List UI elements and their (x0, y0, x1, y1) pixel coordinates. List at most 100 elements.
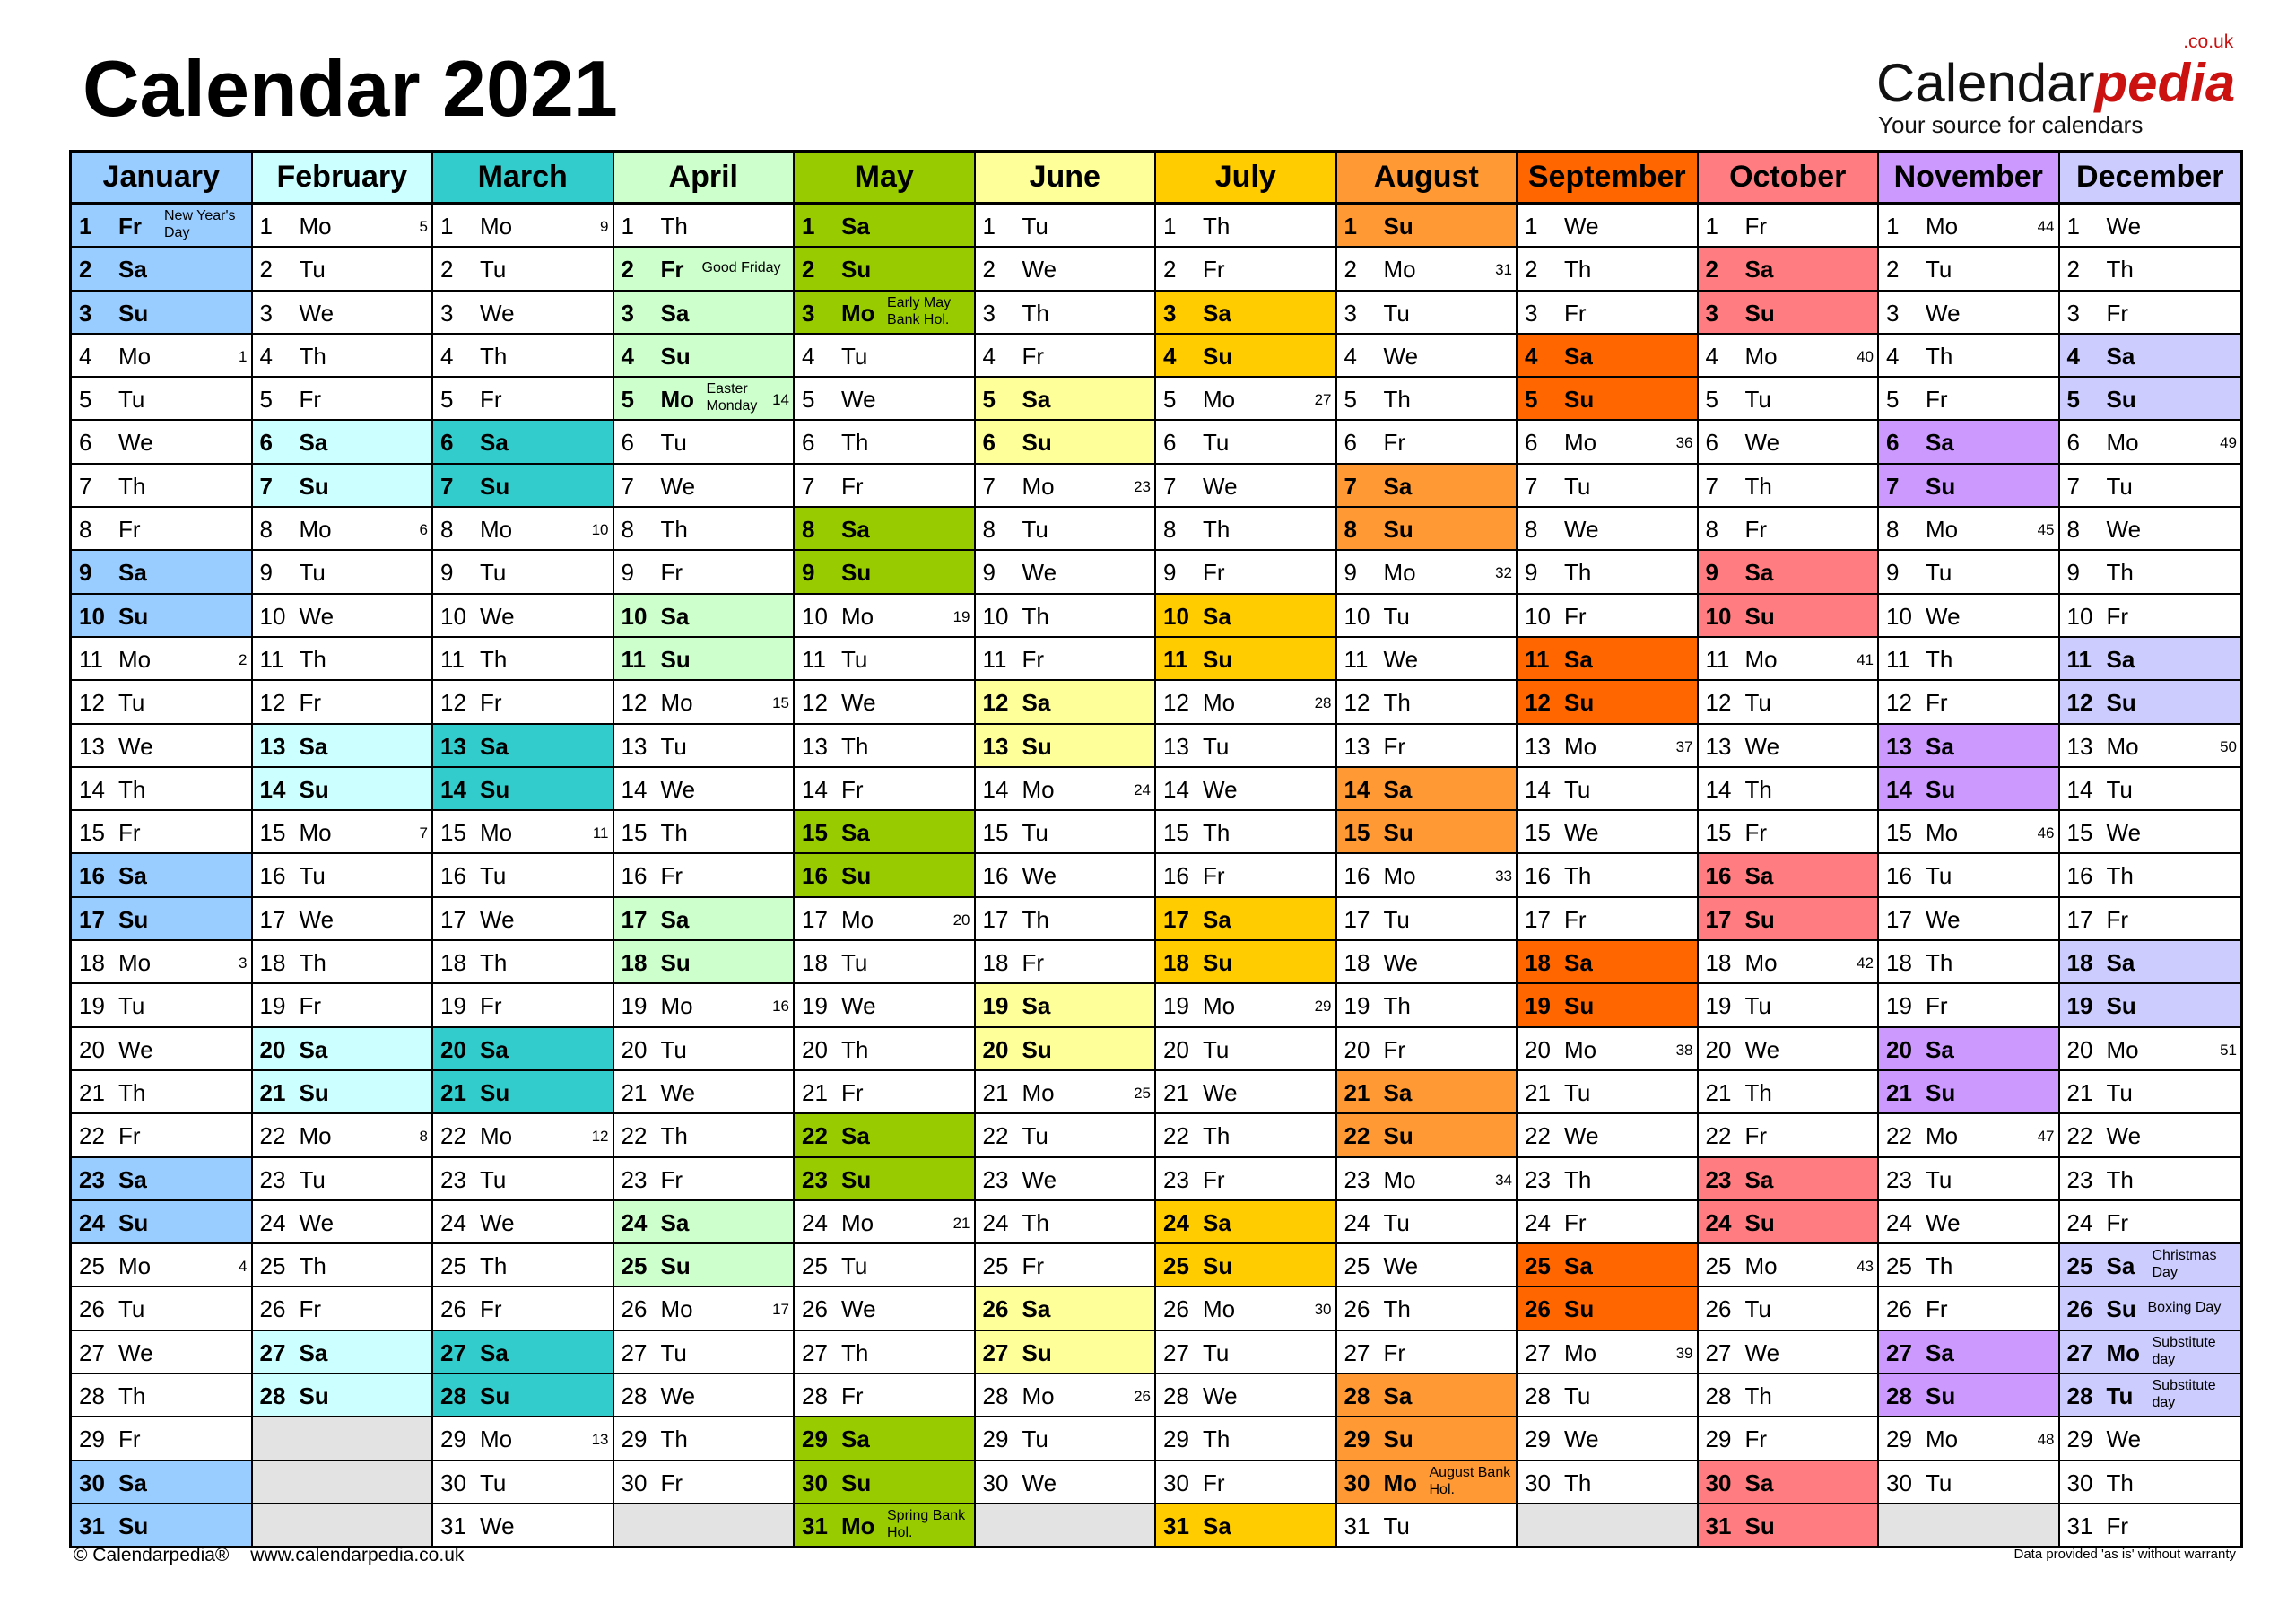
weekend-cell[interactable]: 8 Su (1336, 508, 1516, 552)
weekend-cell[interactable]: 21 Su (1879, 1070, 2058, 1115)
day-cell[interactable]: 9 Mo 32 (1336, 551, 1516, 595)
weekend-cell[interactable]: 14 Sa (1336, 767, 1516, 812)
day-cell[interactable]: 5 We (795, 378, 974, 422)
holiday-cell[interactable]: 25 Sa Christmas Day (2059, 1244, 2240, 1288)
day-cell[interactable]: 28 Fr (795, 1374, 974, 1418)
day-cell[interactable]: 26 Th (1336, 1287, 1516, 1331)
day-cell[interactable]: 28 Th (1698, 1374, 1877, 1418)
day-cell[interactable]: 11 Mo 2 (72, 637, 251, 682)
weekend-cell[interactable]: 2 Su (795, 248, 974, 292)
weekend-cell[interactable]: 4 Sa (1518, 334, 1697, 379)
day-cell[interactable]: 19 Mo 29 (1156, 984, 1335, 1028)
weekend-cell[interactable]: 10 Su (72, 594, 251, 638)
weekend-cell[interactable]: 29 Su (1336, 1417, 1516, 1461)
day-cell[interactable]: 24 Fr (2059, 1200, 2240, 1245)
day-cell[interactable]: 8 Fr (72, 508, 251, 552)
day-cell[interactable]: 13 Tu (613, 724, 793, 768)
day-cell[interactable]: 15 Mo 46 (1879, 811, 2058, 855)
weekend-cell[interactable]: 9 Sa (72, 551, 251, 595)
weekend-cell[interactable]: 10 Sa (613, 594, 793, 638)
day-cell[interactable]: 22 Mo 8 (252, 1114, 431, 1158)
day-cell[interactable]: 14 Th (1698, 767, 1877, 812)
weekend-cell[interactable]: 25 Sa (1518, 1244, 1697, 1288)
weekend-cell[interactable]: 25 Su (613, 1244, 793, 1288)
day-cell[interactable]: 7 Fr (795, 464, 974, 509)
day-cell[interactable]: 2 Tu (1879, 248, 2058, 292)
day-cell[interactable]: 18 Mo 42 (1698, 941, 1877, 985)
day-cell[interactable]: 18 Tu (795, 941, 974, 985)
day-cell[interactable]: 30 Tu (433, 1460, 613, 1504)
day-cell[interactable]: 16 Fr (1156, 854, 1335, 898)
day-cell[interactable]: 10 Fr (2059, 594, 2240, 638)
day-cell[interactable]: 20 We (1698, 1027, 1877, 1071)
day-cell[interactable]: 21 Mo 25 (975, 1070, 1154, 1115)
day-cell[interactable]: 6 Th (795, 421, 974, 465)
weekend-cell[interactable]: 15 Sa (795, 811, 974, 855)
day-cell[interactable]: 26 Mo 30 (1156, 1287, 1335, 1331)
day-cell[interactable]: 5 Th (1336, 378, 1516, 422)
day-cell[interactable]: 6 We (72, 421, 251, 465)
weekend-cell[interactable]: 28 Sa (1336, 1374, 1516, 1418)
day-cell[interactable]: 10 We (252, 594, 431, 638)
day-cell[interactable]: 12 Mo 15 (613, 681, 793, 725)
day-cell[interactable]: 19 We (795, 984, 974, 1028)
day-cell[interactable]: 11 Th (252, 637, 431, 682)
day-cell[interactable]: 30 We (975, 1460, 1154, 1504)
day-cell[interactable]: 6 Fr (1336, 421, 1516, 465)
day-cell[interactable]: 22 Th (613, 1114, 793, 1158)
day-cell[interactable]: 1 Mo 5 (252, 205, 431, 248)
day-cell[interactable]: 11 Mo 41 (1698, 637, 1877, 682)
day-cell[interactable]: 4 Fr (975, 334, 1154, 379)
weekend-cell[interactable]: 14 Su (252, 767, 431, 812)
day-cell[interactable]: 15 Fr (1698, 811, 1877, 855)
day-cell[interactable]: 13 Fr (1336, 724, 1516, 768)
day-cell[interactable]: 22 Fr (72, 1114, 251, 1158)
weekend-cell[interactable]: 20 Sa (252, 1027, 431, 1071)
day-cell[interactable]: 9 Tu (252, 551, 431, 595)
day-cell[interactable]: 8 We (2059, 508, 2240, 552)
weekend-cell[interactable]: 22 Sa (795, 1114, 974, 1158)
day-cell[interactable]: 9 Tu (1879, 551, 2058, 595)
weekend-cell[interactable]: 30 Sa (1698, 1460, 1877, 1504)
weekend-cell[interactable]: 3 Sa (1156, 291, 1335, 335)
weekend-cell[interactable]: 3 Su (1698, 291, 1877, 335)
day-cell[interactable]: 7 Th (1698, 464, 1877, 509)
day-cell[interactable]: 8 Th (1156, 508, 1335, 552)
day-cell[interactable]: 2 We (975, 248, 1154, 292)
weekend-cell[interactable]: 22 Su (1336, 1114, 1516, 1158)
weekend-cell[interactable]: 28 Su (252, 1374, 431, 1418)
day-cell[interactable]: 6 Tu (613, 421, 793, 465)
holiday-cell[interactable]: 27 Mo Substitute day (2059, 1330, 2240, 1375)
day-cell[interactable]: 7 Tu (2059, 464, 2240, 509)
weekend-cell[interactable]: 26 Su (1518, 1287, 1697, 1331)
day-cell[interactable]: 27 Fr (1336, 1330, 1516, 1375)
day-cell[interactable]: 31 Fr (2059, 1504, 2240, 1547)
day-cell[interactable]: 26 Fr (252, 1287, 431, 1331)
day-cell[interactable]: 2 Tu (433, 248, 613, 292)
day-cell[interactable]: 14 Th (72, 767, 251, 812)
day-cell[interactable]: 22 Fr (1698, 1114, 1877, 1158)
day-cell[interactable]: 15 Mo 7 (252, 811, 431, 855)
day-cell[interactable]: 17 Tu (1336, 897, 1516, 942)
day-cell[interactable]: 23 Tu (1879, 1157, 2058, 1201)
day-cell[interactable]: 19 Mo 16 (613, 984, 793, 1028)
day-cell[interactable]: 10 We (1879, 594, 2058, 638)
weekend-cell[interactable]: 23 Sa (1698, 1157, 1877, 1201)
day-cell[interactable]: 30 Th (1518, 1460, 1697, 1504)
day-cell[interactable]: 3 Th (975, 291, 1154, 335)
day-cell[interactable]: 27 Mo 39 (1518, 1330, 1697, 1375)
day-cell[interactable]: 23 Fr (1156, 1157, 1335, 1201)
day-cell[interactable]: 1 Tu (975, 205, 1154, 248)
weekend-cell[interactable]: 28 Su (1879, 1374, 2058, 1418)
holiday-cell[interactable]: 1 Fr New Year's Day (72, 205, 251, 248)
weekend-cell[interactable]: 3 Su (72, 291, 251, 335)
day-cell[interactable]: 29 Fr (1698, 1417, 1877, 1461)
weekend-cell[interactable]: 13 Sa (252, 724, 431, 768)
day-cell[interactable]: 9 Fr (613, 551, 793, 595)
day-cell[interactable]: 23 We (975, 1157, 1154, 1201)
day-cell[interactable]: 12 Th (1336, 681, 1516, 725)
day-cell[interactable]: 29 Th (613, 1417, 793, 1461)
day-cell[interactable]: 19 Tu (72, 984, 251, 1028)
day-cell[interactable]: 28 We (613, 1374, 793, 1418)
weekend-cell[interactable]: 30 Sa (72, 1460, 251, 1504)
